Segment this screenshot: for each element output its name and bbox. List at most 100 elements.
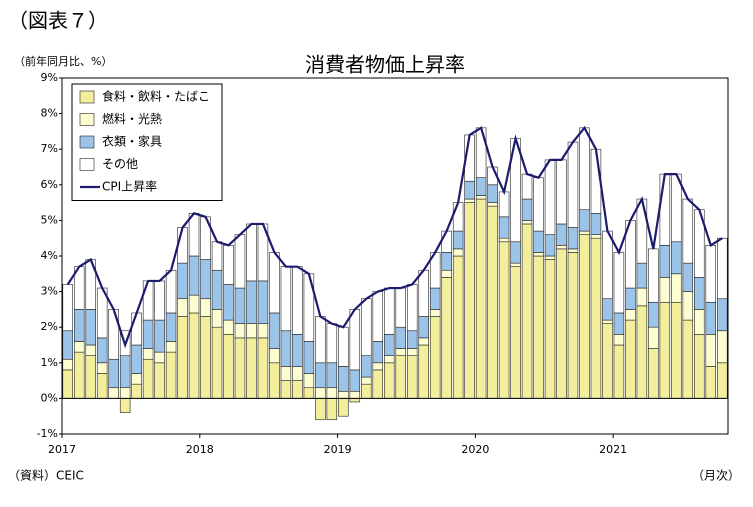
x-tick-label: 2017	[48, 443, 76, 456]
bar-segment	[154, 351, 165, 364]
bar-segment	[694, 334, 705, 399]
bar-segment	[510, 262, 521, 267]
bar-segment	[567, 252, 579, 399]
bar-segment	[418, 344, 429, 399]
bar-segment	[292, 266, 303, 335]
bar-segment	[200, 298, 211, 317]
bar-segment	[487, 205, 498, 399]
bar-segment	[211, 326, 223, 399]
bar-segment	[659, 245, 671, 278]
bar-segment	[475, 195, 487, 200]
bar-segment	[142, 319, 154, 349]
bar-segment	[544, 255, 556, 260]
bar-segment	[533, 255, 544, 399]
bar-segment	[154, 319, 165, 353]
bar-segment	[211, 309, 223, 328]
bar-segment	[613, 334, 625, 346]
legend-label: CPI上昇率	[102, 179, 157, 194]
bar-segment	[533, 230, 544, 253]
bar-segment	[142, 348, 154, 360]
bar-segment	[384, 334, 395, 356]
bar-segment	[464, 202, 475, 399]
bar-segment	[613, 344, 625, 399]
bar-segment	[556, 159, 567, 225]
bar-segment	[119, 355, 131, 389]
legend-label: その他	[102, 157, 138, 171]
bar-segment	[303, 341, 315, 374]
bar-segment	[165, 341, 177, 353]
bar-segment	[590, 234, 602, 239]
source: （資料）CEIC	[8, 469, 84, 483]
bar-segment	[636, 262, 648, 289]
bar-segment	[556, 245, 567, 250]
bar-segment	[521, 198, 533, 221]
bar-segment	[705, 334, 717, 367]
legend-label: 衣類・家具	[102, 134, 162, 149]
bar-segment	[177, 227, 188, 264]
bar-segment	[464, 180, 475, 200]
bar-segment	[533, 252, 544, 257]
legend-label: 食料・飲料・たばこ	[102, 89, 210, 104]
bar-segment	[464, 198, 475, 203]
y-axis-label: （前年同月比、%）	[14, 54, 112, 68]
x-tick-label: 2021	[599, 443, 627, 456]
bar-segment	[602, 319, 613, 324]
bar-segment	[395, 348, 406, 356]
bar-segment	[625, 309, 636, 321]
bar-segment	[96, 373, 108, 399]
bar-segment	[498, 191, 510, 218]
bar-segment	[108, 358, 119, 389]
bar-segment	[246, 337, 257, 399]
bar-segment	[441, 252, 452, 271]
bar-segment	[131, 344, 142, 374]
bar-segment	[694, 309, 705, 335]
bar-segment	[269, 348, 280, 364]
bar-segment	[62, 330, 73, 360]
bar-segment	[705, 366, 717, 399]
bar-segment	[567, 141, 579, 228]
bar-segment	[567, 248, 579, 253]
bar-segment	[269, 362, 280, 399]
bar-segment	[384, 287, 395, 335]
y-tick-label: 1%	[41, 356, 58, 369]
legend-box	[71, 83, 223, 201]
bar-segment	[590, 212, 602, 235]
bar-segment	[372, 291, 384, 342]
y-tick-label: 0%	[41, 391, 58, 404]
bar-segment	[441, 269, 452, 278]
bar-segment	[602, 323, 613, 399]
bar-segment	[85, 344, 96, 356]
bar-segment	[452, 202, 464, 232]
bar-segment	[556, 248, 567, 399]
bar-segment	[395, 326, 406, 349]
bar-segment	[475, 127, 487, 178]
bar-segment	[326, 398, 338, 421]
bar-segment	[372, 341, 384, 364]
bar-segment	[177, 262, 188, 300]
bar-segment	[257, 323, 269, 339]
bar-segment	[429, 316, 441, 399]
bar-segment	[269, 252, 280, 314]
bar-segment	[648, 326, 659, 349]
bar-segment	[475, 177, 487, 196]
bar-segment	[188, 212, 200, 257]
bar-segment	[521, 173, 533, 200]
bar-segment	[567, 227, 579, 250]
bar-segment	[372, 369, 384, 399]
bar-segment	[372, 362, 384, 371]
bar-segment	[349, 390, 361, 399]
bar-segment	[636, 305, 648, 399]
bar-segment	[292, 366, 303, 381]
bar-segment	[717, 298, 728, 332]
bar-segment	[349, 369, 361, 392]
bar-segment	[579, 209, 590, 232]
bar-segment	[510, 241, 521, 264]
bar-segment	[533, 177, 544, 232]
bar-segment	[338, 390, 349, 399]
bar-segment	[395, 287, 406, 328]
bar-segment	[625, 319, 636, 399]
bar-segment	[73, 309, 85, 342]
bar-segment	[280, 330, 292, 367]
bar-segment	[108, 387, 119, 399]
bar-segment	[705, 245, 717, 303]
